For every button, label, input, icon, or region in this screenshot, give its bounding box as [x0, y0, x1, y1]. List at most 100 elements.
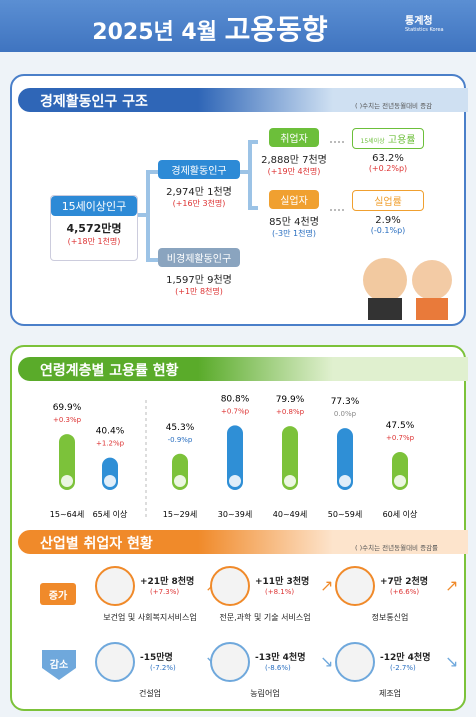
node-population: 15세이상인구 4,572만명 (+18만 1천명)	[50, 195, 138, 261]
node-value: 2,974만 1천명	[166, 187, 232, 198]
node-employed: 취업자 2,888만 7천명 (+19만 4천명)	[258, 128, 330, 180]
node-label: 15세이상인구	[51, 196, 137, 216]
industry-rate: (-8.6%)	[265, 664, 291, 672]
logo-text: 통계청	[405, 16, 433, 27]
node-unemployed: 실업자 85만 4천명 (-3만 1천명)	[258, 190, 330, 242]
arrow: ↘	[445, 652, 459, 671]
category-label: 15~29세	[163, 510, 197, 519]
node-value: 63.2%	[372, 153, 404, 164]
industry-rate: (-2.7%)	[390, 664, 416, 672]
node-label: 15세이상 고용률	[352, 128, 424, 149]
industry-icon	[335, 642, 375, 682]
industry-icon	[95, 642, 135, 682]
industry-icon	[210, 642, 250, 682]
node-change: (+0.2%p)	[368, 164, 408, 173]
bar	[59, 434, 75, 490]
value-label: 47.5%	[386, 421, 415, 431]
bar-icon	[284, 475, 296, 487]
industry-rate: (+7.3%)	[150, 588, 180, 596]
change-label: 0.0%p	[334, 410, 357, 418]
category-label: 65세 이상	[93, 509, 128, 519]
node-inactive: 비경제활동인구 1,597만 9천명 (+1만 8천명)	[158, 248, 240, 303]
header	[0, 0, 476, 52]
logo-en: Statistics Korea	[405, 27, 444, 33]
industry-rate: (+8.1%)	[265, 588, 295, 596]
bar	[337, 428, 353, 490]
label-main: 고용률	[387, 135, 416, 146]
value-label: 79.9%	[276, 395, 305, 405]
arrow: ↘	[320, 652, 334, 671]
change-label: +1.2%p	[96, 440, 125, 448]
change-label: +0.3%p	[53, 416, 82, 424]
node-change: (-3만 1천명)	[272, 229, 316, 238]
node-active: 경제활동인구 2,974만 1천명 (+16만 3천명)	[158, 160, 240, 215]
structure-title: 경제활동인구 구조	[18, 88, 468, 112]
bar-icon	[229, 475, 241, 487]
bar	[227, 425, 243, 490]
node-employment-rate: 15세이상 고용률 63.2% (+0.2%p)	[352, 128, 424, 180]
bar-icon	[339, 475, 351, 487]
industry-icon	[95, 566, 135, 606]
industry-rate: (-7.2%)	[150, 664, 176, 672]
industry-name: 제조업	[378, 689, 402, 698]
industry-rate: (+6.6%)	[390, 588, 420, 596]
industry-icon	[210, 566, 250, 606]
industry-name: 정보통신업	[371, 613, 409, 622]
node-label: 실업률	[352, 190, 424, 211]
age-chart: 69.9% +0.3%p 15~64세 40.4% +1.2%p 65세 이상 45.3% -…	[50, 394, 418, 520]
node-change: (+19만 4천명)	[267, 167, 321, 176]
increase-badge: 증가	[40, 583, 76, 605]
node-label: 비경제활동인구	[158, 248, 240, 267]
change-label: -0.9%p	[168, 436, 193, 444]
value-label: 80.8%	[221, 394, 250, 404]
industry-value: -13만 4천명	[255, 653, 306, 663]
bar-icon	[174, 475, 186, 487]
bar-icon	[394, 475, 406, 487]
node-value: 2.9%	[375, 215, 401, 226]
arrow: ↗	[320, 576, 334, 595]
node-value: 85만 4천명	[269, 217, 319, 228]
industry-title: 산업별 취업자 현황	[18, 530, 468, 554]
node-change: (+16만 3천명)	[172, 199, 226, 208]
title-prefix: 2025년 4월	[92, 20, 217, 45]
node-value: 4,572만명	[66, 222, 122, 235]
industry-value: +7만 2천명	[380, 577, 429, 587]
age-title: 연령계층별 고용률 현황	[18, 357, 468, 381]
value-label: 77.3%	[331, 397, 360, 407]
industry-icon	[335, 566, 375, 606]
title: 2025년 4월 고용동향	[0, 8, 420, 48]
value-label: 45.3%	[166, 423, 195, 433]
label-small: 15세이상	[360, 138, 385, 145]
node-label: 취업자	[269, 128, 319, 147]
connectors	[138, 140, 452, 320]
industry-name: 농림어업	[250, 689, 280, 698]
change-label: +0.8%p	[276, 408, 305, 416]
node-change: (-0.1%p)	[370, 226, 406, 235]
bar	[282, 426, 298, 490]
bar-icon	[104, 475, 116, 487]
industry-value: +21만 8천명	[140, 577, 195, 587]
industry-name: 보건업 및 사회복지서비스업	[103, 613, 197, 622]
node-change: (+1만 8천명)	[175, 287, 223, 296]
arrow: ↗	[445, 576, 459, 595]
node-unemployment-rate: 실업률 2.9% (-0.1%p)	[352, 190, 424, 242]
industry-note: ( )수치는 전년동월대비 증감률	[355, 544, 439, 552]
structure-note: ( )수치는 전년동월대비 증감	[355, 102, 433, 110]
logo: 통계청 Statistics Korea	[405, 12, 467, 40]
category-label: 60세 이상	[383, 509, 418, 519]
value-label: 40.4%	[96, 427, 125, 437]
industry-value: +11만 3천명	[255, 577, 310, 587]
industry-name: 전문,과학 및 기술 서비스업	[219, 613, 311, 622]
category-label: 40~49세	[273, 510, 307, 519]
category-label: 15~64세	[50, 510, 84, 519]
change-label: +0.7%p	[221, 407, 250, 415]
category-label: 30~39세	[218, 510, 252, 519]
node-label: 경제활동인구	[158, 160, 240, 179]
industry-name: 건설업	[138, 689, 162, 698]
value-label: 69.9%	[53, 403, 82, 413]
title-main: 고용동향	[224, 13, 328, 46]
node-value: 2,888만 7천명	[261, 155, 327, 166]
node-label: 실업자	[269, 190, 319, 209]
node-change: (+18만 1천명)	[67, 237, 121, 246]
